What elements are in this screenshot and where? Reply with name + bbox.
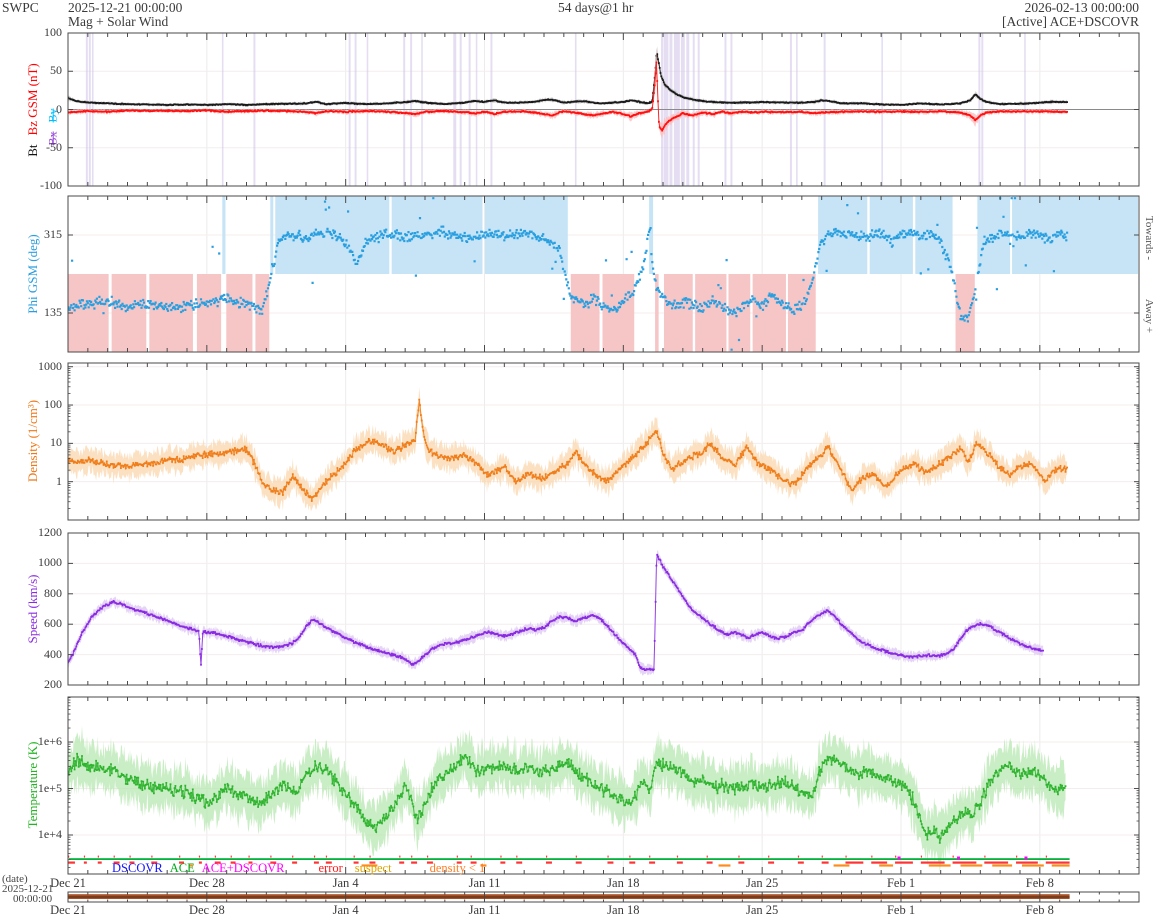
date-tick-label-row2: Feb 8 — [1025, 903, 1054, 915]
date-tick-label-row2: Jan 18 — [607, 903, 640, 915]
legend-dscovr: DSCOVR — [112, 861, 163, 875]
date-tick-label-row1: Dec 28 — [188, 876, 225, 890]
y-tick-label: -100 — [40, 178, 62, 192]
date-tick-label-row2: Dec 28 — [188, 903, 225, 915]
y-tick-label: 1000 — [38, 555, 62, 570]
y-tick-label: 800 — [44, 585, 62, 600]
y-tick-label: 100 — [44, 25, 62, 39]
date-tick-label-row2: Jan 4 — [332, 903, 359, 915]
end-datetime: 2026-02-13 00:00:00 — [1024, 0, 1139, 15]
legend-error: error — [318, 861, 343, 875]
date-tick-label-row1: Jan 4 — [332, 876, 359, 890]
legend: DSCOVR ACE ACE+DSCOVR error suspect dens… — [112, 861, 492, 876]
panel-phi — [67, 195, 1140, 353]
y-tick-label: 1e+6 — [37, 734, 62, 749]
date-tick-label-row1: Jan 11 — [468, 876, 501, 890]
y-tick-label: 400 — [44, 646, 62, 661]
y-tick-label: 1e+5 — [37, 780, 62, 795]
panel-temp — [67, 696, 1140, 875]
start-datetime: 2025-12-21 00:00:00 — [68, 0, 183, 15]
y-tick-label: 0 — [56, 101, 62, 116]
y-tick-label: 100 — [44, 397, 62, 412]
y-tick-label: -50 — [46, 139, 62, 154]
footer-start-date: 2025-12-21 — [2, 883, 54, 895]
availability-panel — [67, 891, 1140, 903]
y-tick-label: 50 — [50, 63, 62, 78]
legend-ace: ACE — [169, 861, 195, 875]
legend-suspect: suspect — [354, 861, 392, 875]
footer-start-time: 00:00:00 — [13, 893, 53, 905]
y-tick-label: 315 — [44, 227, 62, 241]
date-tick-label-row1: Dec 21 — [50, 876, 86, 890]
date-tick-label-row2: Dec 21 — [50, 903, 86, 915]
y-tick-label: 10 — [50, 435, 62, 450]
y-tick-label: 1 — [56, 473, 62, 488]
phi-axis-label: Phi GSM (deg) — [25, 234, 41, 314]
y-tick-label: 1200 — [38, 525, 62, 539]
date-tick-label-row2: Jan 25 — [746, 903, 779, 915]
duration: 54 days@1 hr — [558, 0, 634, 15]
y-tick-label: 1e+4 — [37, 827, 62, 841]
y-tick-label: 200 — [44, 677, 62, 691]
date-tick-label-row1: Feb 8 — [1025, 876, 1054, 890]
date-tick-label-row2: Jan 11 — [468, 903, 501, 915]
y-tick-label: 600 — [44, 616, 62, 631]
date-tick-label-row2: Feb 1 — [886, 903, 916, 915]
date-axis-label: (date) — [2, 873, 28, 885]
legend-density-lt-1: density < 1 — [429, 861, 486, 875]
date-tick-label-row1: Feb 1 — [886, 876, 916, 890]
brand: SWPC — [2, 0, 39, 15]
y-tick-label: 1000 — [38, 358, 62, 373]
y-tick-label: 135 — [44, 305, 62, 319]
date-tick-label-row1: Jan 25 — [746, 876, 779, 890]
towards-label: Towards - — [1142, 215, 1155, 261]
panel-density — [67, 362, 1140, 521]
status-badge: [Active] ACE+DSCOVR — [1002, 14, 1139, 29]
plot-title: Mag + Solar Wind — [68, 14, 169, 29]
panel-mag — [67, 32, 1140, 187]
date-tick-label-row1: Jan 18 — [607, 876, 640, 890]
away-label: Away + — [1142, 298, 1155, 334]
panel-speed — [67, 532, 1140, 686]
legend-ace-dscovr: ACE+DSCOVR — [201, 861, 285, 875]
